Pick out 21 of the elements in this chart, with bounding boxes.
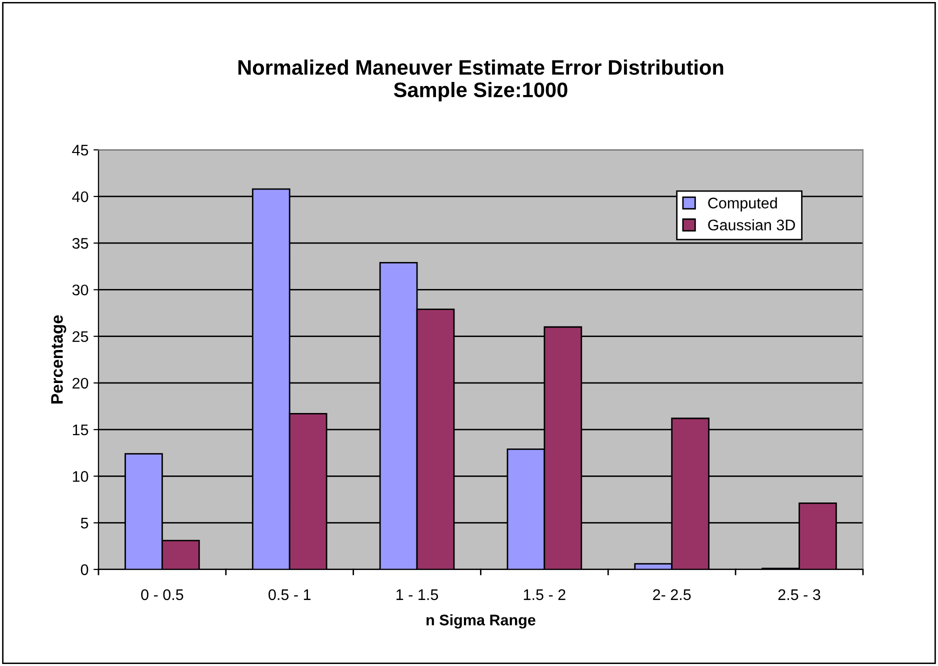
x-tick-label: 0 - 0.5 (141, 589, 184, 600)
legend-label: Computed (708, 197, 777, 212)
y-tick-label: 15 (72, 424, 88, 436)
y-tick-label: 35 (72, 238, 88, 249)
x-axis-title: n Sigma Range (426, 614, 536, 629)
x-tick-label: 2.5 - 3 (778, 589, 820, 600)
y-tick-label: 10 (72, 471, 88, 482)
y-tick-label: 25 (72, 331, 88, 342)
y-tick-label: 40 (72, 191, 88, 202)
x-tick-label: 1 - 1.5 (396, 589, 438, 600)
y-axis-title: Percentage (51, 315, 66, 404)
y-tick-label: 5 (80, 518, 88, 528)
x-tick-label: 1.5 - 2 (524, 589, 566, 600)
x-tick-label: 2- 2.5 (653, 589, 691, 600)
y-tick-label: 0 (80, 564, 88, 576)
y-tick-label: 45 (72, 144, 88, 156)
legend-label: Gaussian 3D (708, 219, 795, 230)
y-tick-label: 30 (72, 284, 88, 296)
x-tick-label: 0.5 - 1 (268, 589, 311, 600)
chart-title: Normalized Maneuver Estimate Error Distribution Sample Size:1000 (238, 60, 724, 102)
y-tick-label: 20 (72, 378, 88, 389)
